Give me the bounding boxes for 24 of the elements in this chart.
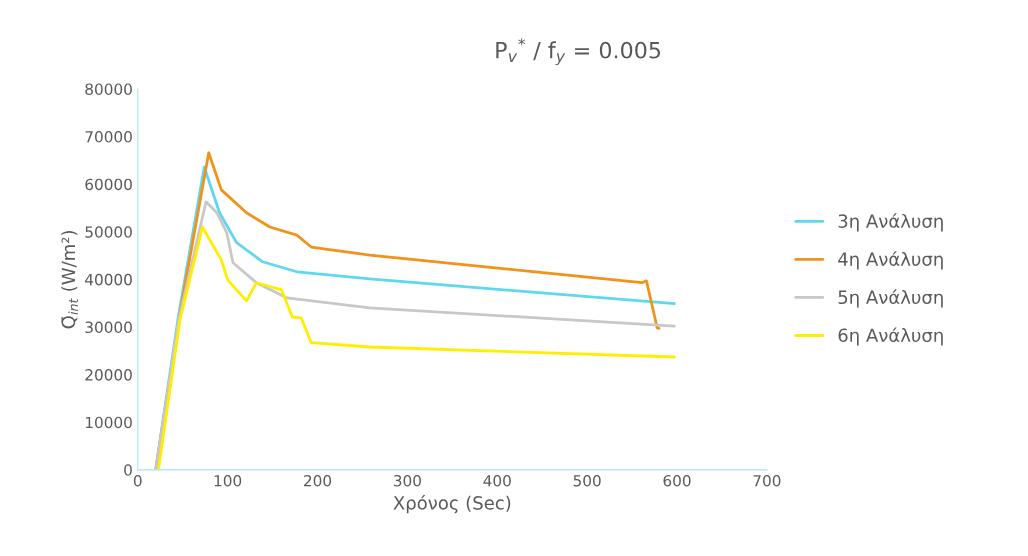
y-tick-label: 80000 <box>85 83 132 95</box>
x-tick-label: 600 <box>663 474 691 487</box>
x-tick-label: 200 <box>304 474 332 487</box>
x-tick-label: 700 <box>753 474 781 487</box>
y-tick-label: 0 <box>124 464 132 476</box>
x-tick-label: 0 <box>133 474 142 487</box>
y-tick-label: 40000 <box>85 273 132 286</box>
y-tick-label: 60000 <box>85 178 132 191</box>
legend-label: 6η Ανάλυση <box>838 327 943 346</box>
legend-label: 5η Ανάλυση <box>838 289 943 308</box>
y-tick-label: 10000 <box>85 416 132 429</box>
y-tick-label: 50000 <box>85 226 132 238</box>
y-axis-title: Q̄$_{int}$ (W/m²) <box>61 231 78 329</box>
x-tick-label: 100 <box>214 474 242 487</box>
x-tick-label: 500 <box>573 474 601 487</box>
chart-title: P$_{v}$$^{*}$ / f$_{y}$ = 0.005 <box>496 38 661 66</box>
legend-label: 3η Ανάλυση <box>838 213 943 232</box>
x-tick-label: 400 <box>483 474 511 487</box>
y-tick-label: 30000 <box>85 321 132 334</box>
x-axis-title: Χρόνος (Sec) <box>393 495 511 514</box>
y-tick-label: 70000 <box>85 131 132 143</box>
x-tick-label: 300 <box>393 474 421 487</box>
y-tick-label: 20000 <box>85 369 132 381</box>
legend-label: 4η Ανάλυση <box>838 251 943 270</box>
